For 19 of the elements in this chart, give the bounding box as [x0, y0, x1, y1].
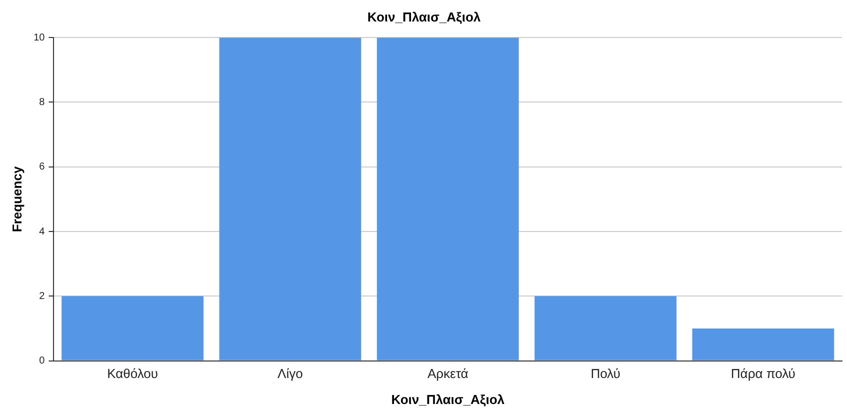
bar	[219, 38, 362, 360]
x-axis-title: Κοιν_Πλαισ_Αξιολ	[391, 392, 506, 407]
bar	[62, 296, 204, 360]
bar	[376, 38, 519, 360]
y-tick-label: 10	[34, 32, 46, 44]
y-tick-label: 8	[39, 96, 46, 108]
x-tick-label: Καθόλου	[107, 366, 158, 382]
x-tick-label: Λίγο	[278, 366, 303, 382]
bar	[692, 328, 834, 360]
bar	[534, 296, 676, 360]
y-tick-label: 2	[39, 290, 46, 302]
x-tick-label: Αρκετά	[427, 366, 469, 382]
chart-title: Κοιν_Πλαισ_Αξιολ	[367, 9, 482, 24]
x-tick-label: Πάρα πολύ	[730, 366, 796, 382]
y-axis-title: Frequency	[9, 166, 24, 232]
y-tick-label: 4	[39, 226, 46, 238]
y-tick-label: 0	[39, 356, 46, 367]
x-tick-label: Πολύ	[590, 366, 620, 382]
y-tick-label: 6	[39, 162, 46, 173]
